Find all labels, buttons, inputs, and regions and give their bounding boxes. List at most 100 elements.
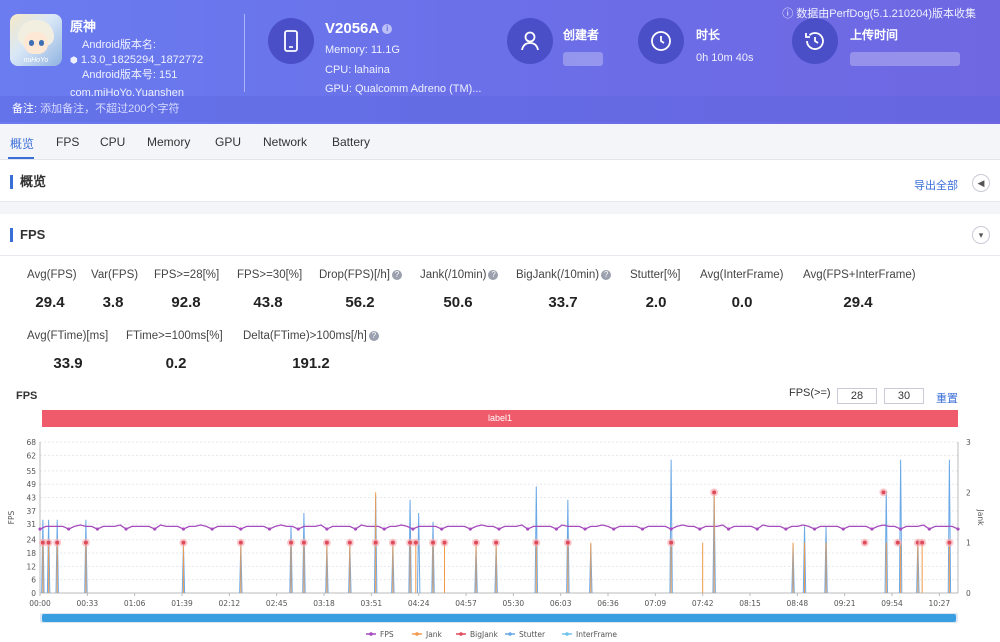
stat-value-fps-ge-30: 43.8: [253, 294, 283, 311]
stat-label-jank: Jank(/10min)?: [420, 269, 499, 281]
note-label: 备注:: [12, 103, 38, 115]
help-icon[interactable]: ?: [368, 330, 379, 341]
fps-point: [927, 527, 931, 531]
stutter-spike: [431, 521, 435, 594]
collapse-left-icon[interactable]: ◀: [972, 174, 990, 192]
tab-overview[interactable]: 概览: [10, 137, 35, 151]
bigjank-point: [862, 540, 867, 545]
threshold-input-28[interactable]: 28: [837, 388, 877, 404]
bigjank-point: [712, 490, 717, 495]
fps-point: [899, 527, 903, 531]
tab-cpu[interactable]: CPU: [100, 135, 126, 149]
x-tick-label: 05:30: [503, 599, 525, 608]
info-icon[interactable]: i: [382, 24, 393, 35]
fps-point: [353, 527, 358, 531]
stutter-spike: [669, 459, 673, 594]
note-bar[interactable]: 备注: 添加备注，不超过200个字符: [0, 96, 1000, 122]
x-tick-label: 01:06: [124, 599, 146, 608]
stutter-spike: [41, 519, 45, 594]
tab-gpu[interactable]: GPU: [215, 135, 242, 149]
x-tick-label: 04:57: [455, 599, 477, 608]
stat-value-var-fps: 3.8: [102, 294, 124, 311]
device-name-text: V2056A: [325, 20, 380, 37]
y-tick-label: 24: [26, 536, 36, 545]
bigjank-point: [373, 540, 378, 545]
stat-label-jank-text: Jank(/10min): [420, 269, 487, 281]
creator-value-redacted: [563, 52, 603, 66]
x-tick-label: 03:18: [313, 599, 335, 608]
x-tick-label: 01:39: [171, 599, 193, 608]
active-tab-indicator: [8, 157, 34, 159]
tab-fps[interactable]: FPS: [56, 135, 80, 149]
label-bar[interactable]: label1: [42, 410, 958, 427]
fps-point: [755, 527, 759, 531]
app-icon-eye: [39, 40, 44, 46]
stutter-spike: [46, 519, 51, 594]
stat-value-bigjank: 33.7: [548, 294, 578, 311]
y-tick-label: 37: [26, 507, 36, 516]
bigjank-point: [947, 540, 952, 545]
tab-battery[interactable]: Battery: [332, 135, 371, 149]
bigjank-point: [534, 540, 539, 545]
bigjank-point: [669, 540, 674, 545]
fps-point: [67, 527, 71, 531]
stutter-spike: [55, 519, 59, 594]
stutter-spike: [408, 499, 412, 594]
fps-point: [526, 527, 530, 531]
stat-value-fps-ge-28: 92.8: [171, 294, 201, 311]
legend-label: Stutter: [519, 630, 546, 639]
duration-label: 时长: [696, 28, 721, 42]
tab-network[interactable]: Network: [263, 135, 308, 149]
legend-swatch-dot: [369, 632, 373, 636]
export-all-link[interactable]: 导出全部: [914, 180, 958, 192]
bigjank-point: [494, 540, 499, 545]
y-tick-label: 31: [26, 520, 36, 529]
stat-label-delta-ftime-text: Delta(FTime)>100ms[/h]: [243, 330, 367, 342]
x-tick-label: 00:00: [29, 599, 51, 608]
x-tick-label: 08:15: [739, 599, 761, 608]
fps-point: [784, 527, 788, 531]
legend-label: BigJank: [470, 630, 499, 639]
tab-memory[interactable]: Memory: [147, 135, 191, 149]
fps-point: [841, 527, 845, 531]
duration-value: 0h 10m 40s: [696, 52, 754, 64]
stat-label-var-fps: Var(FPS): [91, 269, 139, 281]
y-tick-label: 62: [26, 451, 36, 460]
y-tick-label: 43: [26, 494, 36, 503]
stutter-spike: [416, 513, 421, 594]
stat-value-jank: 50.6: [443, 294, 473, 311]
fps-point: [325, 527, 329, 531]
stutter-spike: [534, 486, 538, 594]
stat-label-avg-interframe: Avg(InterFrame): [700, 269, 784, 281]
stutter-spike: [84, 519, 88, 594]
reset-link[interactable]: 重置: [936, 393, 958, 405]
help-icon[interactable]: ?: [391, 269, 402, 280]
stat-label-avg-fps-interframe: Avg(FPS+InterFrame): [803, 269, 916, 281]
stat-value-avg-fps-interframe: 29.4: [843, 294, 873, 311]
package-name: com.miHoYo.Yuanshen: [70, 87, 184, 99]
note-input-placeholder[interactable]: 添加备注，不超过200个字符: [40, 103, 180, 115]
x-tick-label: 02:45: [266, 599, 288, 608]
help-icon[interactable]: ?: [601, 269, 612, 280]
app-icon-brand: miHoYo: [23, 57, 49, 64]
chevron-down-icon[interactable]: ▾: [972, 226, 990, 244]
source-note: ⓘ 数据由PerfDog(5.1.210204)版本收集: [782, 8, 976, 20]
android-icon: ⬢: [70, 55, 78, 65]
creator-label: 创建者: [563, 28, 600, 42]
help-icon[interactable]: ?: [488, 269, 499, 280]
x-tick-label: 07:09: [645, 599, 667, 608]
zoom-slider: [42, 614, 956, 622]
bigjank-point: [83, 540, 88, 545]
fps-point: [468, 527, 472, 531]
threshold-input-30[interactable]: 30: [884, 388, 924, 404]
fps-point: [554, 527, 558, 531]
threshold-label: FPS(>=): [789, 387, 831, 399]
y2-tick-label: 1: [966, 539, 971, 548]
fps-point: [239, 527, 243, 531]
y-tick-label: 68: [26, 438, 36, 447]
header-divider: [244, 14, 245, 92]
stutter-spike: [566, 499, 570, 594]
stat-label-bigjank-text: BigJank(/10min): [516, 269, 600, 281]
fps-point: [267, 527, 272, 531]
